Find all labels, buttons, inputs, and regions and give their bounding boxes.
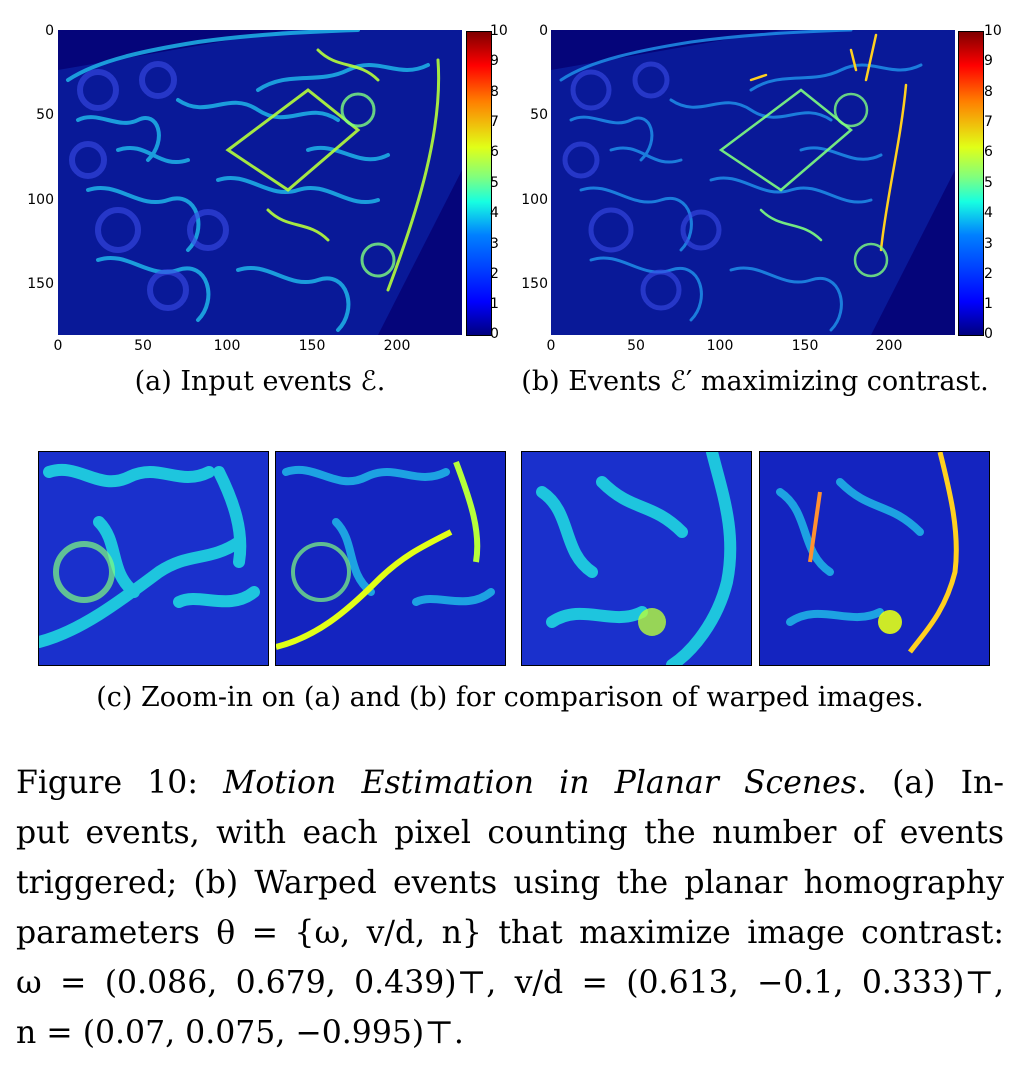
- x-tick-label: 50: [134, 338, 152, 354]
- y-tick-label: 0: [45, 23, 54, 39]
- caption-line: triggered; (b) Warped events using the p…: [16, 865, 1004, 901]
- x-tick-label: 100: [213, 338, 241, 354]
- colorbar-tick-label: 2: [984, 266, 993, 282]
- y-tick-label: 150: [521, 276, 548, 292]
- y-tick-label: 50: [530, 107, 548, 123]
- x-tick-label: 200: [875, 338, 903, 354]
- y-tick-label: 0: [539, 23, 548, 39]
- colorbar-tick-label: 8: [984, 84, 993, 100]
- x-tick-label: 0: [53, 338, 63, 354]
- x-tick-label: 50: [627, 338, 645, 354]
- caption-line: parameters θ = {ω, v/d, n} that maximize…: [16, 915, 1004, 951]
- colorbar-tick-label: 9: [984, 53, 993, 69]
- zoom-tile-input-2: [521, 451, 752, 666]
- colorbar-tick-label: 6: [984, 144, 993, 160]
- input-events-heatmap: [58, 30, 462, 335]
- zoom-tile-input-1: [38, 451, 269, 666]
- caption-a: (a) Input events ℰ.: [134, 366, 386, 397]
- colorbar-tick-label: 7: [490, 114, 499, 130]
- warped-events-heatmap: [551, 30, 955, 335]
- x-tick-label: 0: [546, 338, 556, 354]
- caption-line: ω = (0.086, 0.679, 0.439)⊤, v/d = (0.613…: [16, 965, 1004, 1001]
- colorbar-tick-label: 7: [984, 114, 993, 130]
- caption-line: n = (0.07, 0.075, −0.995)⊤.: [16, 1015, 464, 1051]
- colorbar-a: [466, 31, 492, 336]
- x-tick-label: 200: [383, 338, 411, 354]
- colorbar-tick-label: 6: [490, 144, 499, 160]
- zoom-tile-warped-2: [759, 451, 990, 666]
- caption-b: (b) Events ℰ′ maximizing contrast.: [521, 366, 989, 397]
- colorbar-tick-label: 10: [984, 23, 1002, 39]
- x-tick-label: 100: [706, 338, 734, 354]
- colorbar-tick-label: 10: [490, 23, 508, 39]
- colorbar-tick-label: 3: [984, 236, 993, 252]
- caption-line: put events, with each pixel counting the…: [16, 815, 1004, 851]
- colorbar-tick-label: 4: [490, 205, 499, 221]
- figure-caption: Figure 10: Motion Estimation in Planar S…: [16, 758, 1004, 1058]
- colorbar-tick-label: 4: [984, 205, 993, 221]
- colorbar-b: [958, 31, 984, 336]
- colorbar-tick-label: 1: [490, 296, 499, 312]
- y-tick-label: 50: [36, 107, 54, 123]
- colorbar-tick-label: 0: [984, 326, 993, 342]
- caption-line: Figure 10: Motion Estimation in Planar S…: [16, 765, 1004, 801]
- colorbar-tick-label: 0: [490, 326, 499, 342]
- colorbar-tick-label: 5: [490, 175, 499, 191]
- colorbar-tick-label: 1: [984, 296, 993, 312]
- colorbar-tick-label: 8: [490, 84, 499, 100]
- colorbar-tick-label: 3: [490, 236, 499, 252]
- zoom-tile-warped-1: [275, 451, 506, 666]
- x-tick-label: 150: [298, 338, 326, 354]
- colorbar-tick-label: 9: [490, 53, 499, 69]
- y-tick-label: 100: [27, 192, 54, 208]
- y-tick-label: 100: [521, 192, 548, 208]
- caption-c: (c) Zoom-in on (a) and (b) for compariso…: [96, 682, 924, 713]
- x-tick-label: 150: [791, 338, 819, 354]
- colorbar-tick-label: 2: [490, 266, 499, 282]
- colorbar-tick-label: 5: [984, 175, 993, 191]
- y-tick-label: 150: [27, 276, 54, 292]
